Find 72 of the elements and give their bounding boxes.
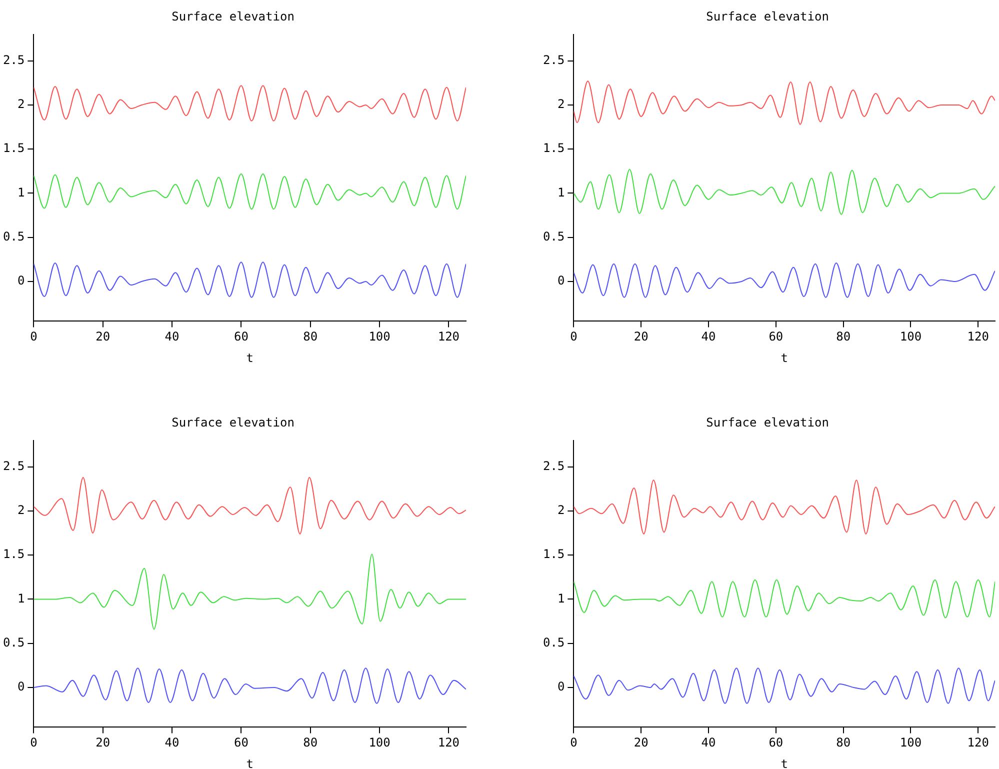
y-tick-label: 1.5 [542,141,565,156]
x-tick-label: 20 [96,736,110,750]
y-tick-label: 2 [557,503,565,518]
x-tick-label: 40 [701,736,716,750]
x-axis-title: t [780,756,788,769]
line-series [34,554,466,630]
x-tick-label: 80 [303,736,318,750]
line-series [34,476,466,534]
y-tick-label: 0.5 [2,229,25,244]
x-tick-label: 100 [368,736,390,750]
x-tick-label: 100 [900,330,922,344]
line-series [34,85,466,122]
y-tick-label: 2 [17,97,25,112]
y-tick-label: 0 [17,274,25,288]
x-tick-label: 120 [438,736,460,750]
x-tick-label: 120 [967,736,989,750]
x-tick-label: 20 [96,330,110,344]
x-tick-label: 0 [570,736,578,750]
chart-title: Surface elevation [172,9,294,24]
x-tick-label: 60 [768,736,784,750]
x-tick-label: 40 [701,330,716,344]
x-tick-label: 120 [438,330,460,344]
x-tick-label: 80 [303,330,318,344]
y-tick-label: 1 [557,591,565,606]
line-series [574,668,995,704]
y-tick-label: 2.5 [542,459,565,473]
x-tick-label: 20 [634,330,648,344]
line-series [34,173,466,210]
chart-title: Surface elevation [172,415,294,430]
x-tick-label: 60 [234,736,248,750]
y-tick-label: 0 [557,274,565,288]
y-tick-label: 2.5 [2,459,25,473]
line-series [34,262,466,298]
y-tick-label: 1.5 [542,547,565,562]
line-series [574,579,995,618]
y-tick-label: 0.5 [542,635,565,650]
x-tick-label: 100 [900,736,922,750]
x-tick-label: 60 [234,330,248,344]
y-tick-label: 1 [17,185,25,200]
line-series [574,168,995,215]
chart-title: Surface elevation [706,415,829,430]
y-tick-label: 0.5 [542,229,565,244]
y-tick-label: 1.5 [2,141,25,156]
line-series [34,668,466,704]
x-axis-title: t [246,756,254,769]
chart-title: Surface elevation [706,9,829,24]
x-tick-label: 0 [30,330,38,344]
y-tick-label: 1.5 [2,547,25,562]
x-tick-label: 0 [570,330,578,344]
x-tick-label: 120 [967,330,989,344]
x-tick-label: 40 [164,736,180,750]
y-tick-label: 0 [17,680,25,694]
y-tick-label: 2 [17,503,25,518]
x-tick-label: 80 [836,330,851,344]
line-series [574,480,995,534]
y-tick-label: 2.5 [2,53,25,67]
x-axis-title: t [246,350,254,365]
y-tick-label: 0.5 [2,635,25,650]
x-tick-label: 60 [768,330,784,344]
x-tick-label: 80 [836,736,851,750]
y-tick-label: 1 [17,591,25,606]
y-tick-label: 2.5 [542,53,565,67]
x-tick-label: 0 [30,736,38,750]
line-series [574,80,995,125]
y-tick-label: 1 [557,185,565,200]
x-tick-label: 40 [164,330,180,344]
x-tick-label: 20 [634,736,648,750]
y-tick-label: 2 [557,97,565,112]
line-series [574,262,995,298]
y-tick-label: 0 [557,680,565,694]
x-axis-title: t [780,350,788,365]
x-tick-label: 100 [368,330,390,344]
